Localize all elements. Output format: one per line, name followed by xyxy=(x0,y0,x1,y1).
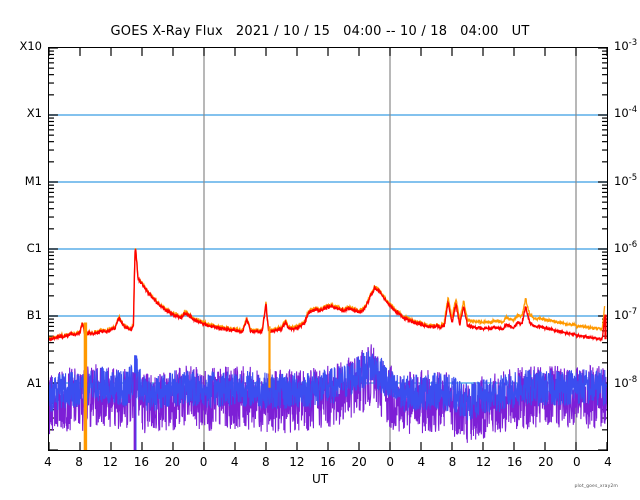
x-axis-label: 4 xyxy=(604,455,612,469)
x-axis-label: 4 xyxy=(417,455,426,469)
y-axis-left-label: A1 xyxy=(26,375,42,390)
x-axis-label: 8 xyxy=(448,455,457,469)
x-axis-title: UT xyxy=(311,472,329,486)
x-axis-label: 4 xyxy=(230,455,239,469)
y-axis-left-label: B1 xyxy=(26,308,42,323)
y-axis-left-label: X10 xyxy=(19,39,42,53)
x-axis-label: 0 xyxy=(386,455,395,469)
x-axis-label: 16 xyxy=(320,455,336,469)
x-axis-label: 20 xyxy=(164,455,181,469)
y-axis-left-label: C1 xyxy=(26,241,42,255)
plot-area xyxy=(48,47,608,451)
x-axis-label: 12 xyxy=(102,455,118,469)
y-axis-right-label: 10-3 xyxy=(614,38,638,53)
x-axis-label: 8 xyxy=(261,455,270,469)
y-axis-right-label: 10-6 xyxy=(614,240,638,255)
watermark-label: plot_goes_xray2m xyxy=(574,484,618,489)
x-axis-label: 16 xyxy=(507,455,523,469)
x-axis-label: 20 xyxy=(351,455,367,469)
x-axis-label: 12 xyxy=(289,455,305,469)
x-axis-label: 12 xyxy=(475,455,492,469)
y-axis-right-label: 10-7 xyxy=(614,307,638,323)
x-axis-label: 4 xyxy=(44,455,52,469)
x-axis-label: 8 xyxy=(75,455,83,469)
chart-title: GOES X-Ray Flux 2021 / 10 / 15 04:00 -- … xyxy=(110,24,530,39)
y-axis-right-label: 10-4 xyxy=(614,105,638,121)
axis-ticks-layer xyxy=(49,48,607,450)
y-axis-right-label: 10-5 xyxy=(614,172,638,188)
y-axis-left-label: M1 xyxy=(24,173,42,188)
data-curves-layer xyxy=(49,248,607,450)
x-axis-label: 0 xyxy=(199,455,208,469)
x-axis-label: 20 xyxy=(538,455,554,469)
x-axis-label: 16 xyxy=(133,455,149,469)
y-axis-right-label: 10-8 xyxy=(614,374,638,390)
x-axis-label: 0 xyxy=(573,455,581,469)
y-axis-left-label: X1 xyxy=(26,106,42,121)
